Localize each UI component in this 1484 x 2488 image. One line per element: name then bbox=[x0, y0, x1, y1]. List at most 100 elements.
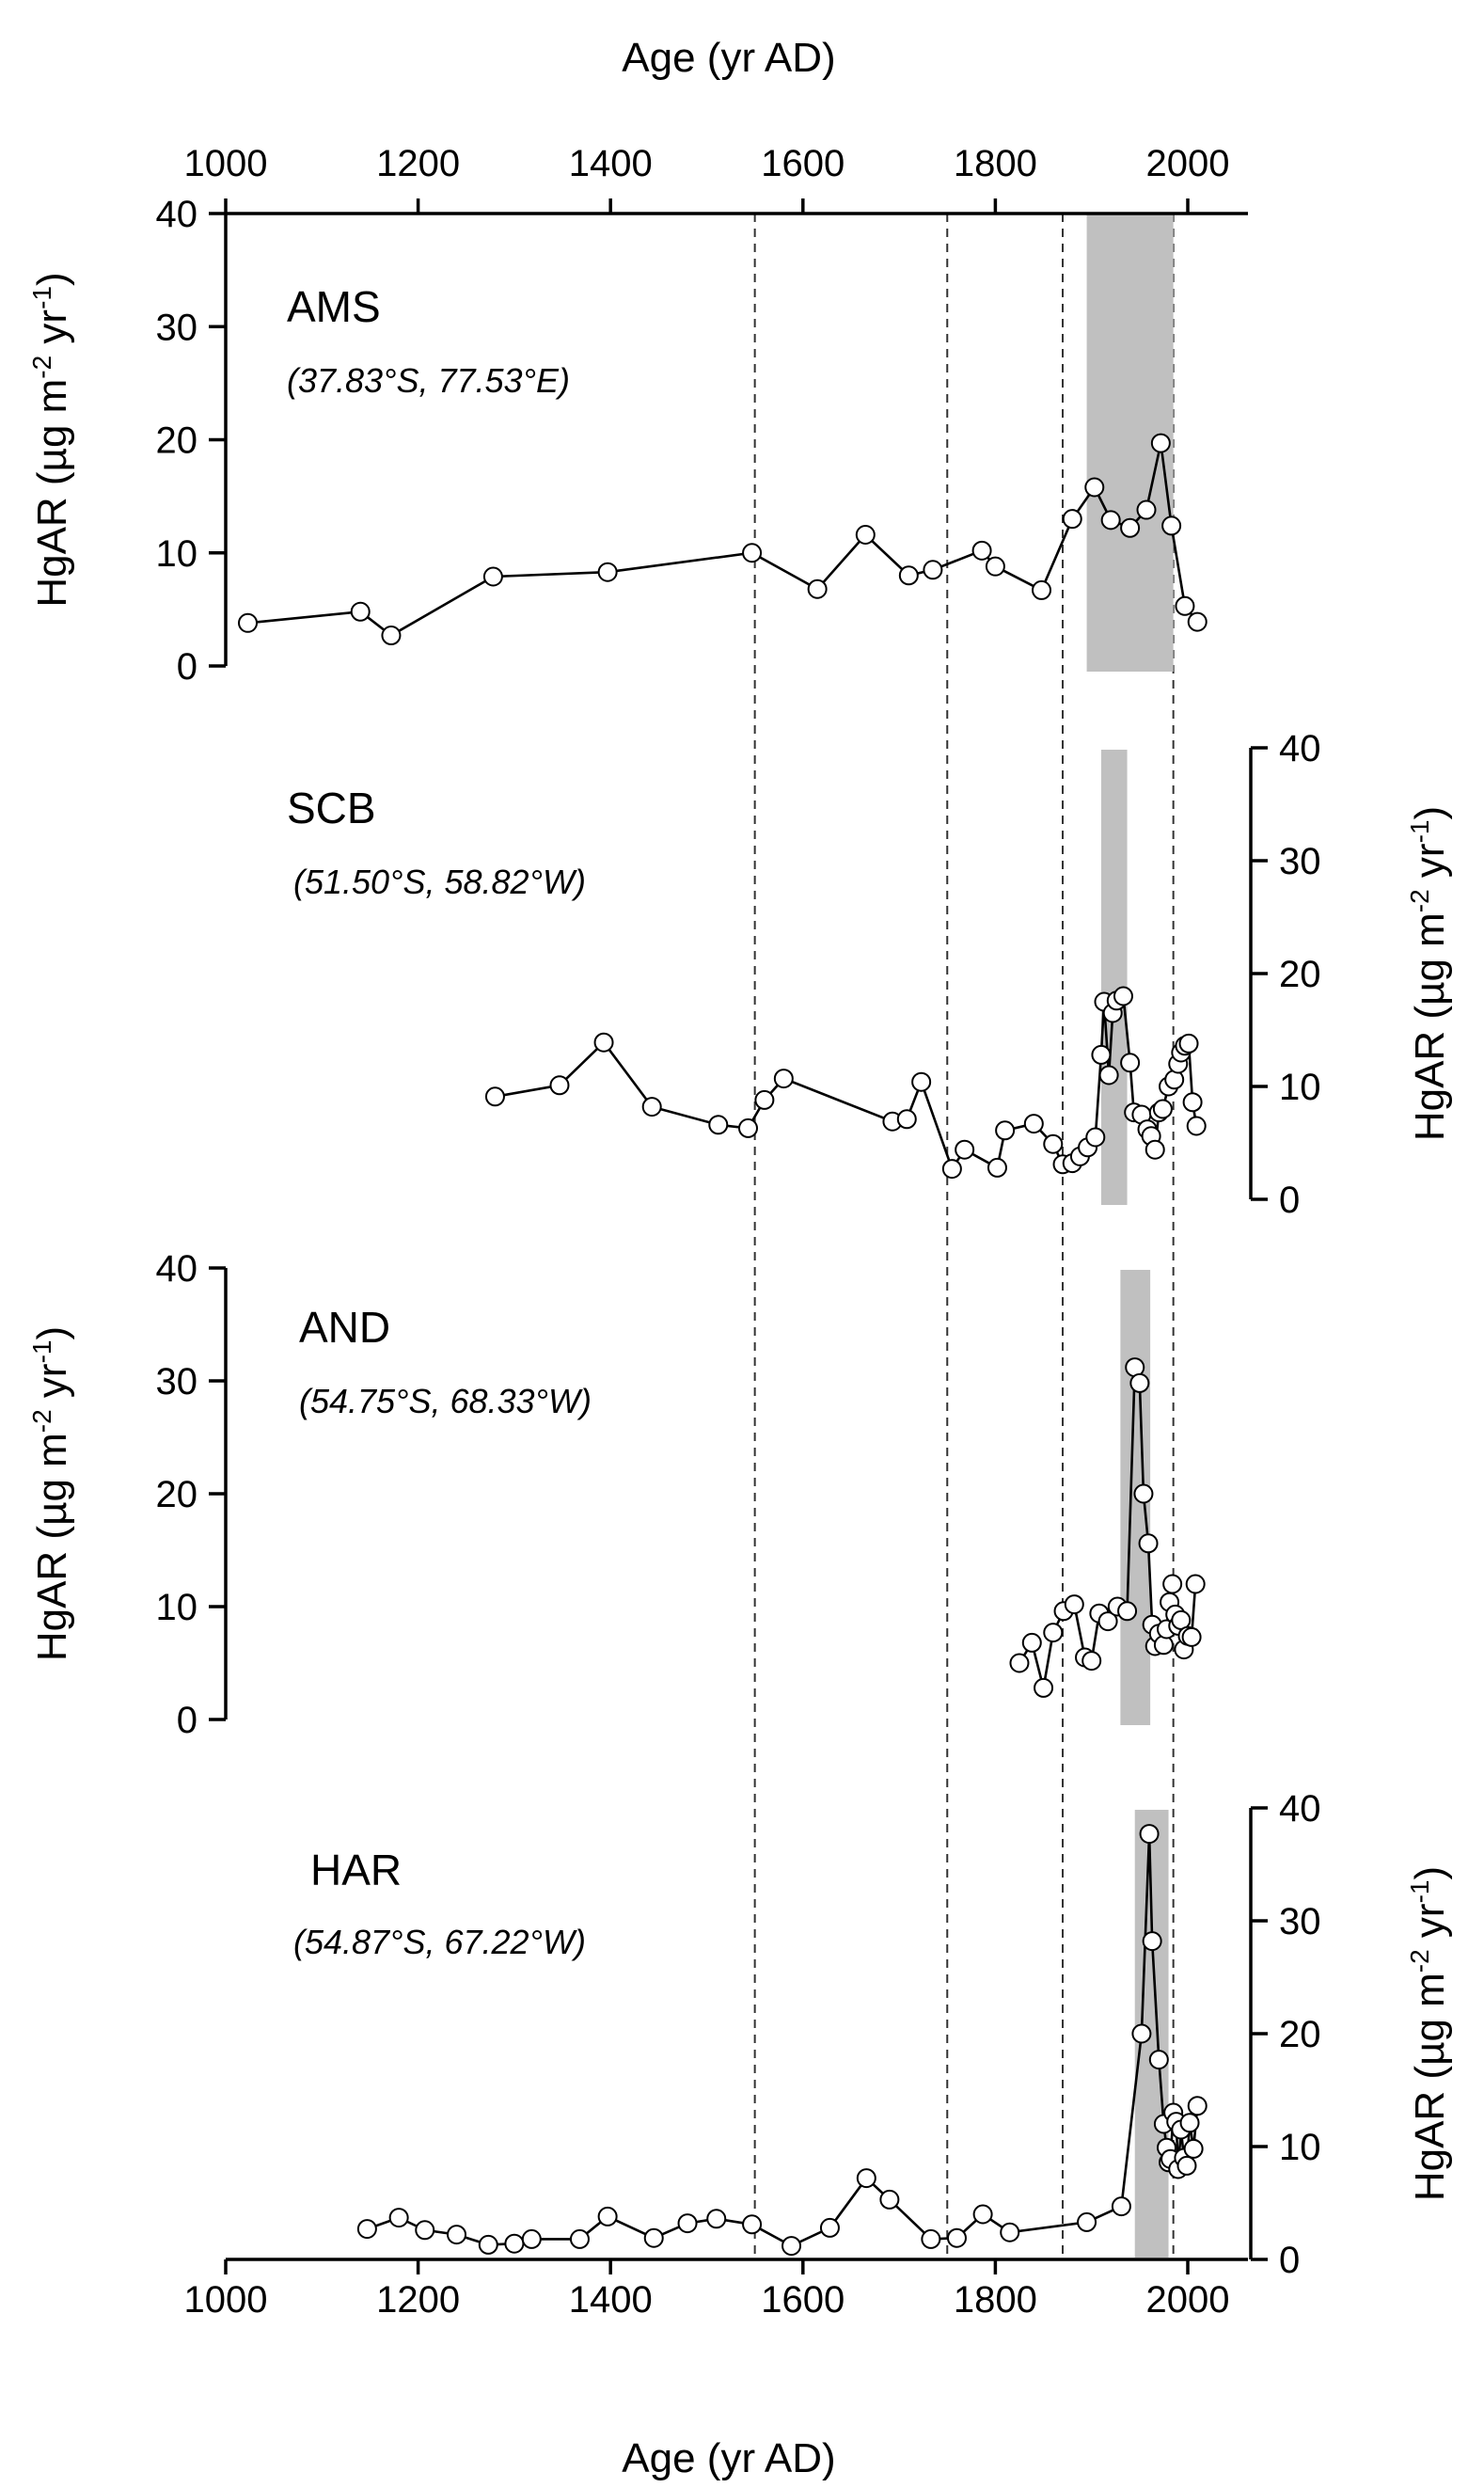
data-point-ams bbox=[1100, 510, 1121, 531]
data-point-har bbox=[1000, 2222, 1020, 2242]
y-tick-label-ams-10: 10 bbox=[156, 533, 198, 575]
bottom-x-tick-label-1800: 1800 bbox=[954, 2279, 1037, 2321]
data-point-and bbox=[1162, 1574, 1183, 1594]
data-point-har bbox=[1131, 2023, 1152, 2044]
y-tick-label-scb-40: 40 bbox=[1279, 728, 1321, 769]
data-point-scb bbox=[987, 1157, 1007, 1178]
top-x-tick-label-1200: 1200 bbox=[376, 143, 460, 184]
data-point-har bbox=[415, 2220, 435, 2241]
data-point-scb bbox=[1182, 1092, 1203, 1113]
y-tick-label-har-30: 30 bbox=[1279, 1901, 1321, 1942]
y-tick-label-har-40: 40 bbox=[1279, 1788, 1321, 1830]
bottom-x-tick-label-1200: 1200 bbox=[376, 2279, 460, 2321]
top-x-tick-label-1000: 1000 bbox=[184, 143, 268, 184]
data-point-and bbox=[1064, 1594, 1084, 1615]
data-point-har bbox=[1183, 2138, 1204, 2159]
data-point-ams bbox=[482, 566, 503, 587]
data-point-scb bbox=[1145, 1139, 1165, 1160]
site-name-scb: SCB bbox=[287, 784, 376, 832]
data-point-scb bbox=[1152, 1099, 1173, 1119]
panel-har: 0 10 20 30 40 HgAR (µg m-2 yr-1) HAR (54.87°S, … bbox=[293, 1788, 1453, 2281]
data-point-ams bbox=[1120, 517, 1141, 538]
data-point-and bbox=[1133, 1483, 1154, 1504]
site-coords-har: (54.87°S, 67.22°W) bbox=[293, 1923, 586, 1961]
panel-scb: 0 10 20 30 40 HgAR (µg m-2 yr-1) SCB (51.50°S, … bbox=[287, 728, 1453, 1221]
data-point-har bbox=[1176, 2155, 1197, 2176]
panels: 0 10 20 30 40 HgAR (µg m-2 yr-1) AMS (37.83°S, … bbox=[27, 194, 1453, 2281]
data-point-har bbox=[643, 2227, 664, 2248]
data-point-har bbox=[856, 2168, 876, 2189]
top-x-tick-label-2000: 2000 bbox=[1146, 143, 1230, 184]
panel-and: 0 10 20 30 40 HgAR (µg m-2 yr-1) AND (54.75°S, … bbox=[27, 1248, 1206, 1741]
data-point-scb bbox=[1120, 1053, 1141, 1073]
data-point-ams bbox=[1187, 611, 1208, 632]
y-tick-label-ams-40: 40 bbox=[156, 194, 198, 235]
data-point-har bbox=[388, 2208, 409, 2228]
top-x-tick-label-1600: 1600 bbox=[761, 143, 845, 184]
data-point-and bbox=[1043, 1623, 1064, 1643]
data-point-har bbox=[1142, 1931, 1162, 1952]
data-point-har bbox=[1077, 2211, 1097, 2232]
y-tick-label-scb-20: 20 bbox=[1279, 954, 1321, 995]
data-point-ams bbox=[923, 560, 943, 580]
data-point-har bbox=[946, 2227, 967, 2248]
data-point-ams bbox=[855, 525, 876, 546]
top-x-tick-label-1400: 1400 bbox=[569, 143, 653, 184]
data-point-and bbox=[1117, 1601, 1138, 1622]
data-point-ams bbox=[381, 626, 402, 646]
data-point-ams bbox=[350, 601, 371, 622]
y-axis-title-ams: HgAR (µg m-2 yr-1) bbox=[27, 272, 75, 607]
y-tick-label-scb-0: 0 bbox=[1279, 1180, 1300, 1221]
data-point-scb bbox=[641, 1097, 662, 1117]
data-point-har bbox=[1111, 2196, 1131, 2217]
data-point-scb bbox=[955, 1139, 975, 1160]
data-point-scb bbox=[1186, 1116, 1207, 1136]
y-tick-label-and-30: 30 bbox=[156, 1361, 198, 1402]
data-point-har bbox=[972, 2204, 993, 2225]
data-point-har bbox=[819, 2217, 840, 2238]
data-point-ams bbox=[1062, 509, 1082, 530]
data-point-ams bbox=[1136, 499, 1157, 520]
data-point-ams bbox=[1084, 477, 1105, 498]
data-point-scb bbox=[549, 1075, 570, 1096]
x-axes: 1000 1200 1400 1600 1800 2000 1000 1200 1400 1600… bbox=[184, 143, 1248, 2321]
data-point-scb bbox=[593, 1032, 614, 1053]
data-point-ams bbox=[1175, 595, 1195, 616]
data-point-and bbox=[1129, 1372, 1150, 1393]
data-point-har bbox=[742, 2214, 763, 2235]
data-point-scb bbox=[941, 1159, 962, 1180]
site-coords-ams: (37.83°S, 77.53°E) bbox=[287, 361, 570, 400]
data-point-scb bbox=[1091, 1044, 1112, 1065]
data-point-ams bbox=[1161, 515, 1182, 536]
panel-ams: 0 10 20 30 40 HgAR (µg m-2 yr-1) AMS (37.83°S, … bbox=[27, 194, 1208, 688]
y-tick-label-and-0: 0 bbox=[177, 1700, 197, 1741]
top-x-tick-label-1800: 1800 bbox=[954, 143, 1037, 184]
bottom-x-axis-title: Age (yr AD) bbox=[622, 2435, 835, 2481]
data-point-har bbox=[1139, 1824, 1160, 1845]
data-point-ams bbox=[807, 578, 828, 599]
data-point-scb bbox=[484, 1086, 505, 1107]
bottom-x-tick-label-1600: 1600 bbox=[761, 2279, 845, 2321]
data-point-har bbox=[447, 2225, 467, 2245]
data-point-and bbox=[1153, 1635, 1174, 1656]
site-name-and: AND bbox=[299, 1303, 390, 1352]
y-tick-label-har-20: 20 bbox=[1279, 2014, 1321, 2055]
data-point-har bbox=[356, 2219, 377, 2240]
series-line-ams bbox=[247, 442, 1199, 638]
data-point-and bbox=[1181, 1626, 1202, 1647]
top-x-axis-title: Age (yr AD) bbox=[622, 35, 835, 81]
data-point-scb bbox=[1043, 1133, 1064, 1154]
data-point-ams bbox=[1032, 579, 1052, 600]
data-point-scb bbox=[995, 1120, 1016, 1141]
data-point-har bbox=[706, 2209, 727, 2229]
data-point-har bbox=[569, 2228, 590, 2249]
site-name-har: HAR bbox=[310, 1846, 402, 1894]
y-tick-label-har-10: 10 bbox=[1279, 2127, 1321, 2168]
data-point-and bbox=[1021, 1632, 1042, 1653]
data-point-har bbox=[921, 2228, 941, 2249]
data-point-scb bbox=[737, 1117, 758, 1138]
data-point-and bbox=[1034, 1677, 1054, 1698]
data-point-ams bbox=[985, 556, 1005, 577]
data-point-scb bbox=[1023, 1114, 1044, 1134]
y-tick-label-and-10: 10 bbox=[156, 1587, 198, 1628]
